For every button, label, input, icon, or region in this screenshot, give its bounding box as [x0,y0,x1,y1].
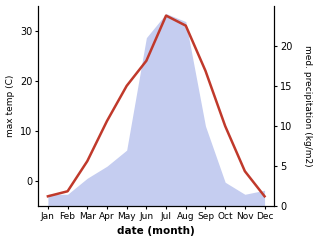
X-axis label: date (month): date (month) [117,227,195,236]
Y-axis label: max temp (C): max temp (C) [5,75,15,137]
Y-axis label: med. precipitation (kg/m2): med. precipitation (kg/m2) [303,45,313,167]
